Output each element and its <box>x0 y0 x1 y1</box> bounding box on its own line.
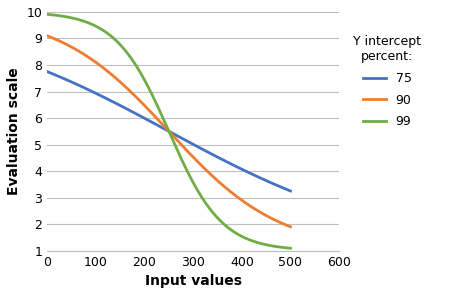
99 <box>281 246 286 249</box>
90 <box>280 222 286 226</box>
90 <box>288 225 293 229</box>
75 <box>156 124 162 128</box>
99 <box>162 122 168 126</box>
75 <box>162 128 168 131</box>
90 <box>156 119 162 122</box>
75 <box>57 75 63 78</box>
90 <box>44 34 50 37</box>
Legend: 75, 90, 99: 75, 90, 99 <box>348 30 426 133</box>
X-axis label: Input values: Input values <box>145 274 242 288</box>
75 <box>236 166 242 170</box>
99 <box>156 108 162 111</box>
Line: 99: 99 <box>47 14 291 248</box>
75 <box>280 186 286 190</box>
75 <box>288 189 293 193</box>
99 <box>44 13 50 16</box>
Line: 90: 90 <box>47 36 291 227</box>
99 <box>57 14 63 17</box>
90 <box>162 126 168 130</box>
99 <box>236 233 242 237</box>
75 <box>44 70 50 73</box>
75 <box>281 186 286 190</box>
99 <box>280 246 286 249</box>
99 <box>288 247 293 250</box>
90 <box>57 39 63 43</box>
Line: 75: 75 <box>47 72 291 191</box>
90 <box>236 196 242 200</box>
Y-axis label: Evaluation scale: Evaluation scale <box>7 68 21 195</box>
90 <box>281 222 286 226</box>
